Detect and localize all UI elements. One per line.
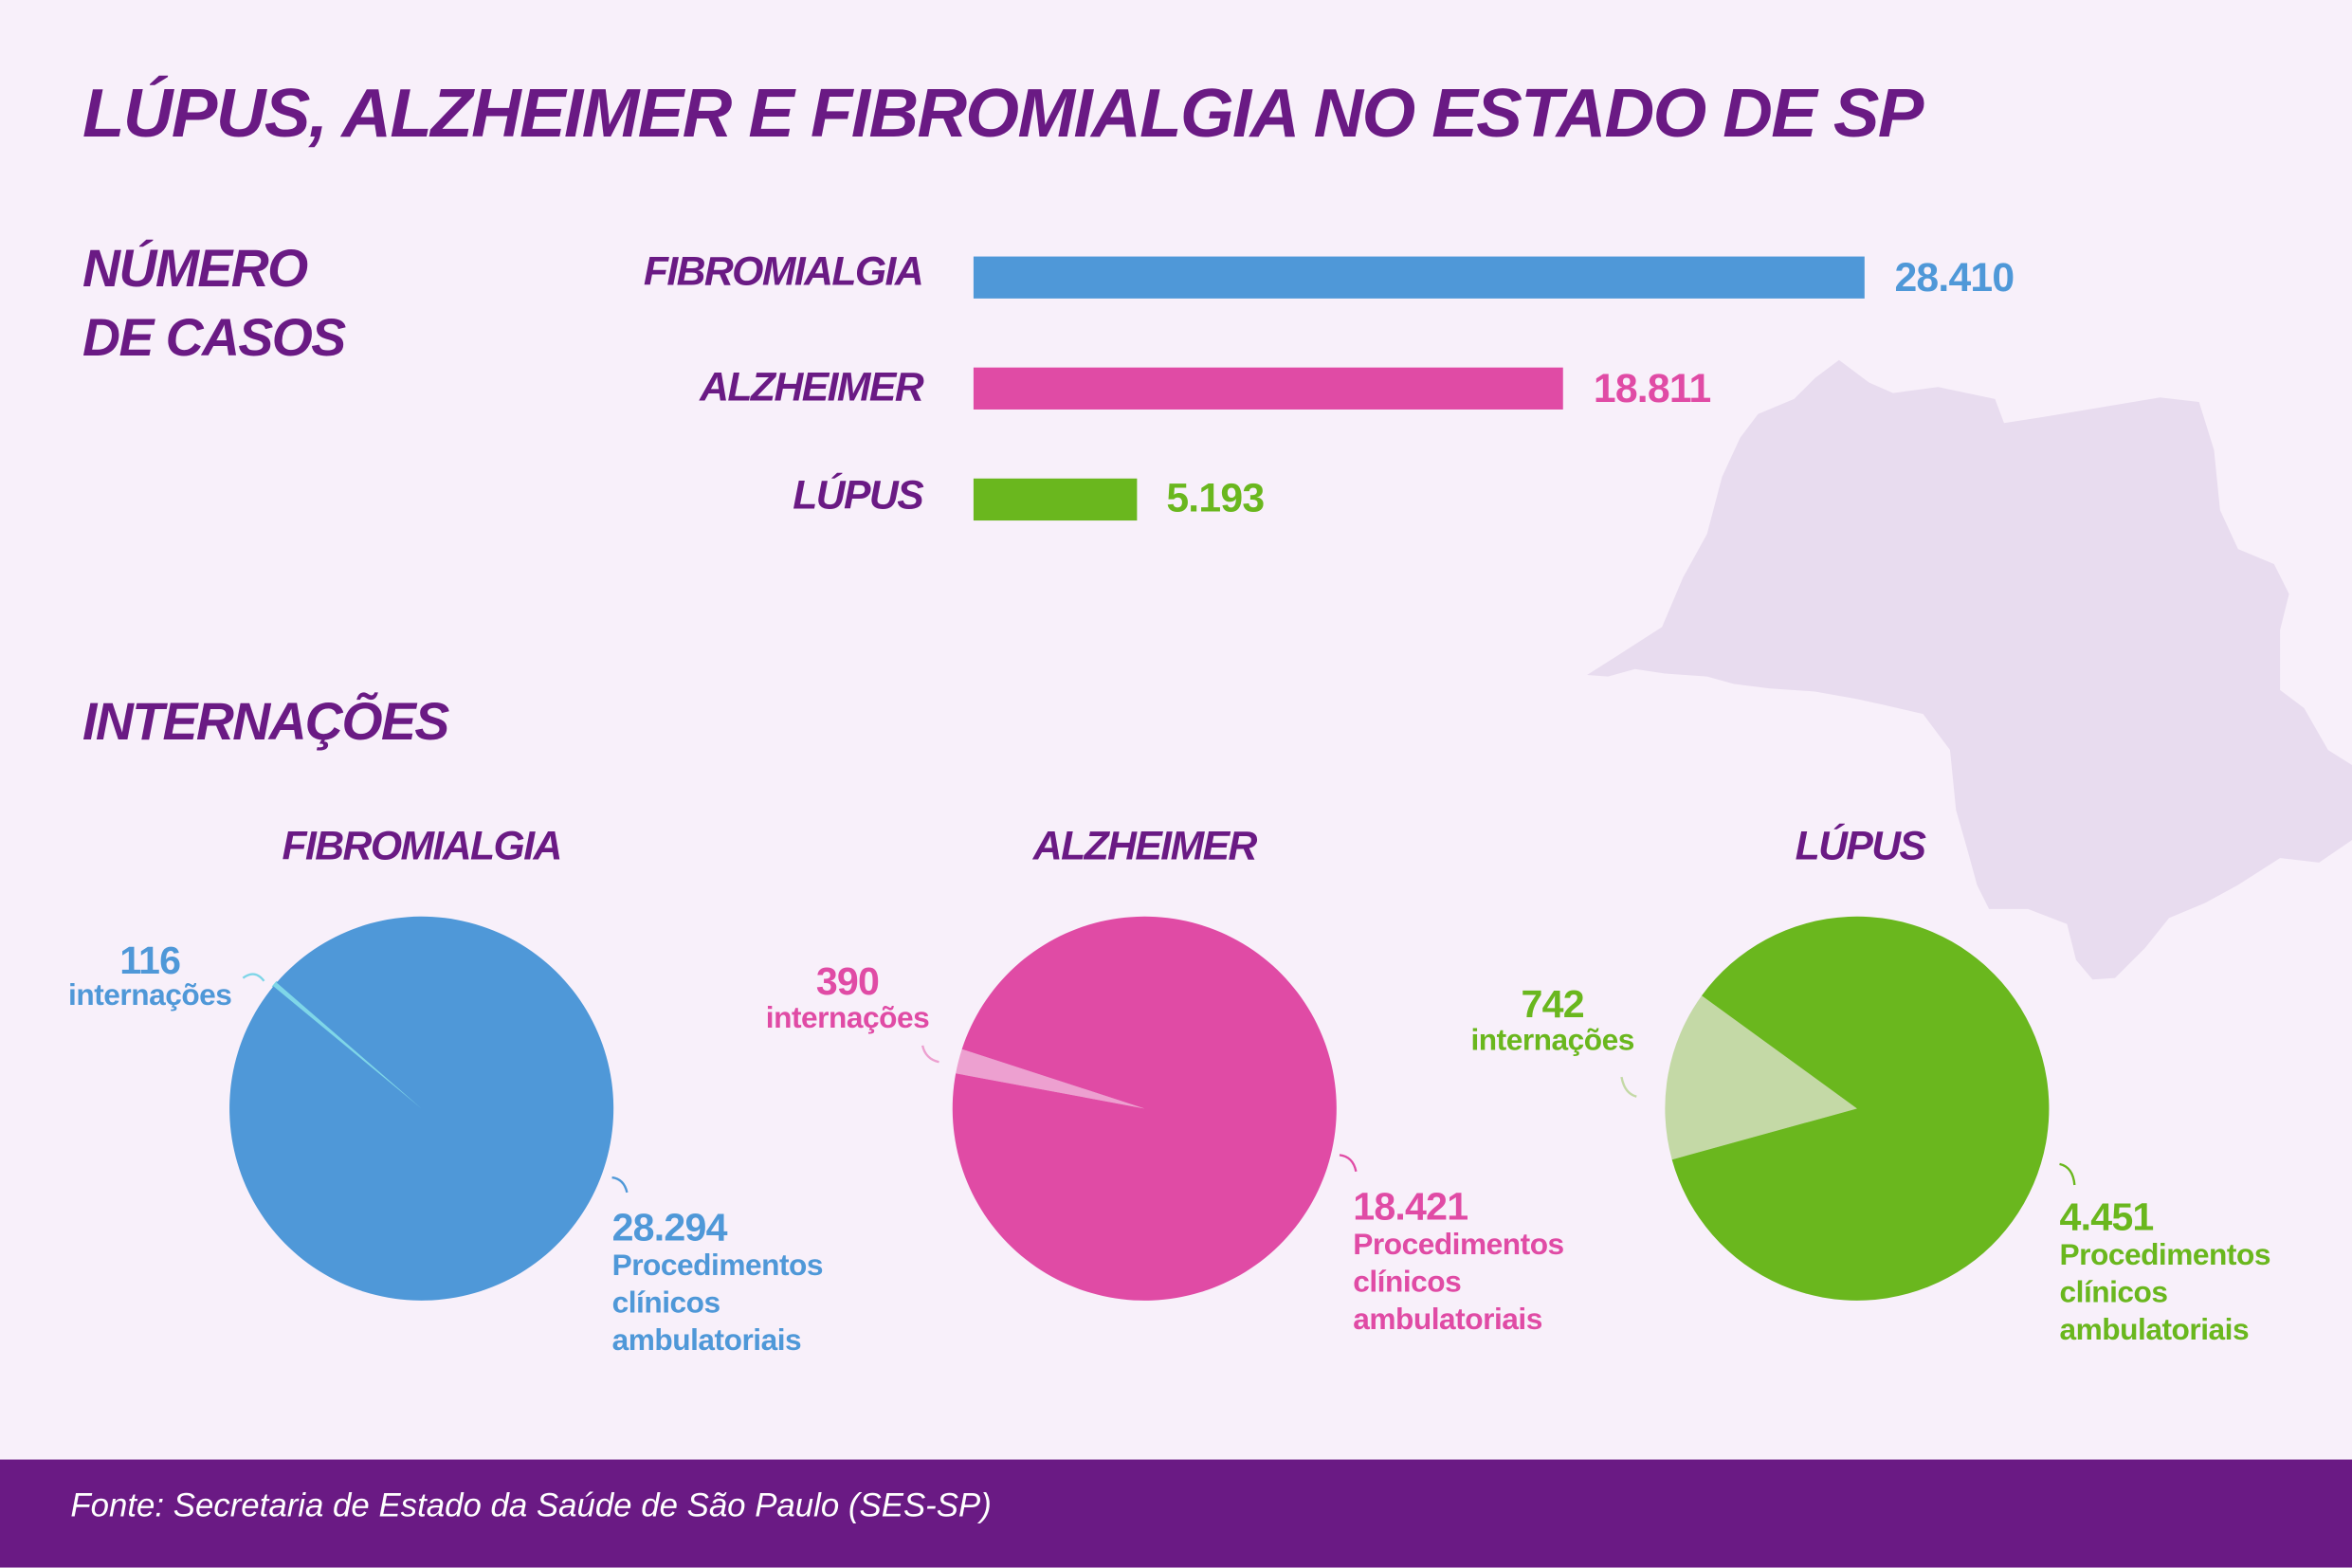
leader-arcs [242, 973, 2076, 1194]
alz-hosp-label: 390 internações [727, 960, 967, 1035]
leader-arc-alz-proc [1339, 1154, 1358, 1173]
pie-slice-lupus-internacoes [1665, 995, 1857, 1160]
fibro-proc-label: 28.294 Procedimentos clínicos ambulatori… [611, 1204, 824, 1360]
fibro-proc-value: 28.294 [611, 1204, 728, 1250]
pie-slice-lupus-procedimentos [1671, 916, 2050, 1301]
section-cases-line1: NÚMERO [82, 240, 308, 299]
fibro-hosp-value: 116 [119, 937, 181, 983]
fibro-hosp-text: internações [68, 979, 232, 1013]
pie-title-lupus: LÚPUS [1795, 823, 1926, 869]
leader-arc-lup-proc [2059, 1162, 2076, 1186]
lupus-hosp-value: 742 [1521, 980, 1585, 1027]
bar-alzheimer [973, 367, 1564, 410]
alz-hosp-value: 390 [815, 958, 880, 1004]
leader-arc-alz-hosp [921, 1045, 939, 1064]
alz-proc-line1: Procedimentos [1353, 1228, 1564, 1262]
lupus-proc-label: 4.451 Procedimentos clínicos ambulatoria… [2059, 1195, 2270, 1350]
alz-hosp-text: internações [765, 1001, 930, 1035]
pie-slice-alzheimer-procedimentos [952, 916, 1337, 1301]
section-cases-heading: NÚMERO DE CASOS [82, 235, 346, 374]
section-cases-line2: DE CASOS [82, 308, 346, 368]
fibro-hosp-label: 116 internações [30, 939, 270, 1012]
bar-fibromialgia [973, 256, 1865, 299]
lupus-proc-line2: clínicos [2059, 1276, 2168, 1310]
alz-proc-value: 18.421 [1353, 1183, 1468, 1229]
fibro-proc-line2: clínicos [611, 1286, 721, 1321]
sao-paulo-map-silhouette [1587, 359, 2352, 980]
page-title: LÚPUS, ALZHEIMER E FIBROMIALGIA NO ESTAD… [82, 73, 1924, 152]
bar-value-lupus: 5.193 [1166, 475, 1265, 521]
bar-label-alzheimer: ALZHEIMER [700, 364, 924, 410]
leader-arc-fibro-proc [611, 1176, 629, 1194]
lupus-hosp-label: 742 internações [1432, 982, 1672, 1057]
lupus-hosp-text: internações [1470, 1024, 1634, 1058]
section-hosp-heading: INTERNAÇÕES [82, 693, 449, 752]
footer: Fonte: Secretaria de Estado da Saúde de … [0, 1459, 2352, 1568]
leader-arc-lup-hosp [1620, 1076, 1637, 1098]
bar-value-alzheimer: 18.811 [1593, 366, 1711, 411]
pie-title-alzheimer: ALZHEIMER [1032, 823, 1258, 869]
fibro-proc-line3: ambulatoriais [611, 1324, 802, 1358]
bar-value-fibromialgia: 28.410 [1894, 254, 2015, 301]
pie-charts [229, 916, 2050, 1301]
pie-slice-fibromialgia-procedimentos [229, 916, 614, 1301]
alz-proc-line3: ambulatoriais [1353, 1304, 1542, 1337]
lupus-proc-line3: ambulatoriais [2059, 1314, 2250, 1347]
alz-proc-line2: clínicos [1353, 1266, 1462, 1300]
bar-label-lupus: LÚPUS [793, 472, 923, 518]
bar-lupus [973, 478, 1137, 521]
fibro-proc-line1: Procedimentos [611, 1249, 824, 1283]
pie-title-fibromialgia: FIBROMIALGIA [282, 823, 562, 869]
alz-proc-label: 18.421 Procedimentos clínicos ambulatori… [1353, 1183, 1564, 1340]
source-text: Fonte: Secretaria de Estado da Saúde de … [70, 1486, 992, 1524]
leader-arc-fibro-hosp [242, 973, 265, 982]
lupus-proc-line1: Procedimentos [2059, 1238, 2270, 1272]
bar-label-fibromialgia: FIBROMIALGIA [643, 248, 924, 295]
pie-slice-fibromialgia-internacoes [271, 980, 423, 1110]
lupus-proc-value: 4.451 [2059, 1194, 2154, 1239]
pie-slice-alzheimer-internacoes [956, 1048, 1145, 1109]
